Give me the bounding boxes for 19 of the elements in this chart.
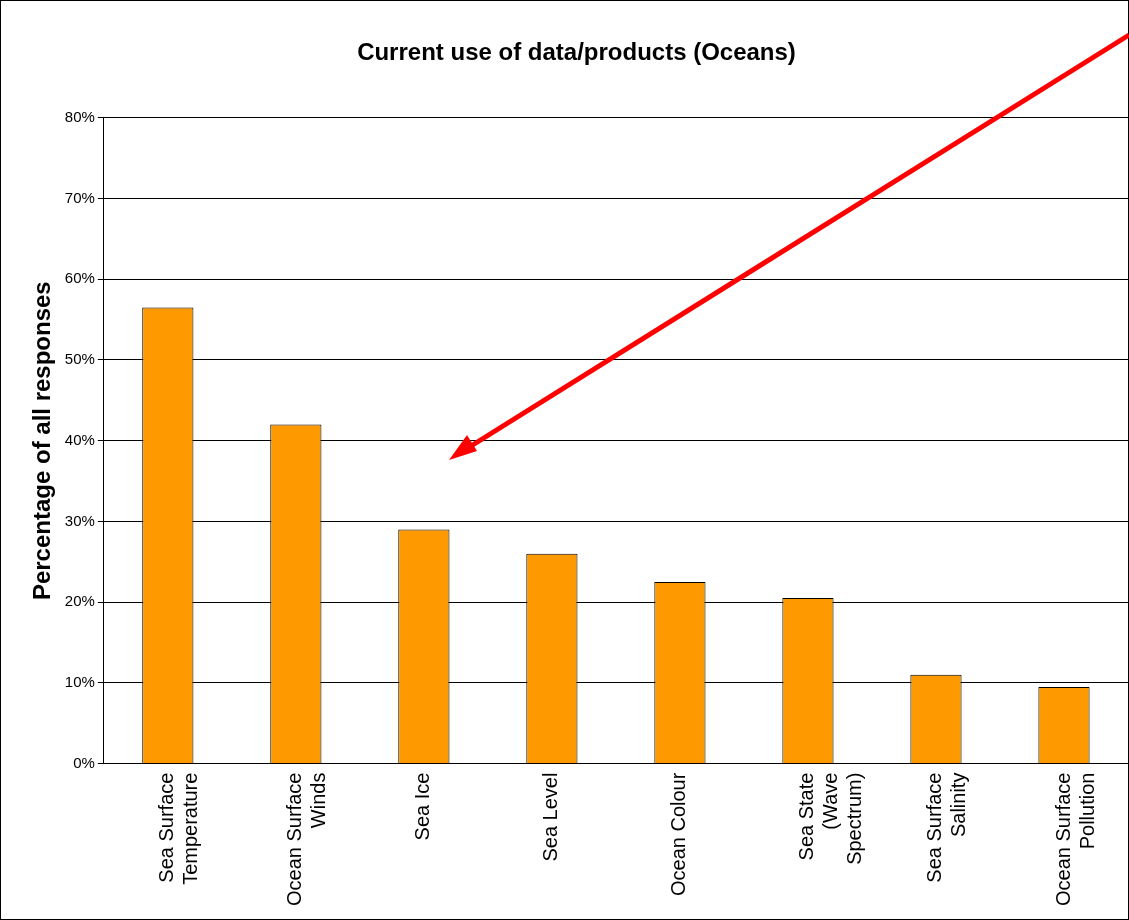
x-tick-label: Ocean Colour (667, 772, 690, 896)
x-tick-label: Sea Surface Temperature (155, 772, 202, 885)
y-tick-label: 10% (64, 673, 95, 691)
x-tick-label: Sea Surface Salinity (923, 772, 970, 883)
y-tick-label: 80% (64, 107, 95, 125)
x-tick-label: Sea Ice (411, 772, 434, 841)
y-tick-label: 30% (64, 511, 95, 529)
y-tick-label: 60% (64, 269, 95, 287)
y-tick-label: 70% (64, 188, 95, 206)
y-axis-title: Percentage of all responses (28, 281, 56, 601)
y-tick-label: 20% (64, 592, 95, 610)
x-tick-label: Ocean Surface Pollution (1051, 772, 1098, 907)
x-tick-label: Sea State (Wave Spectrum) (795, 772, 866, 865)
y-tick-label: 50% (64, 350, 95, 368)
chart-title: Current use of data/products (Oceans) (357, 38, 796, 66)
y-tick-label: 0% (73, 753, 95, 771)
y-tick-label: 40% (64, 430, 95, 448)
x-tick-label: Ocean Surface Winds (283, 772, 330, 907)
x-tick-label: Sea Level (539, 772, 562, 862)
